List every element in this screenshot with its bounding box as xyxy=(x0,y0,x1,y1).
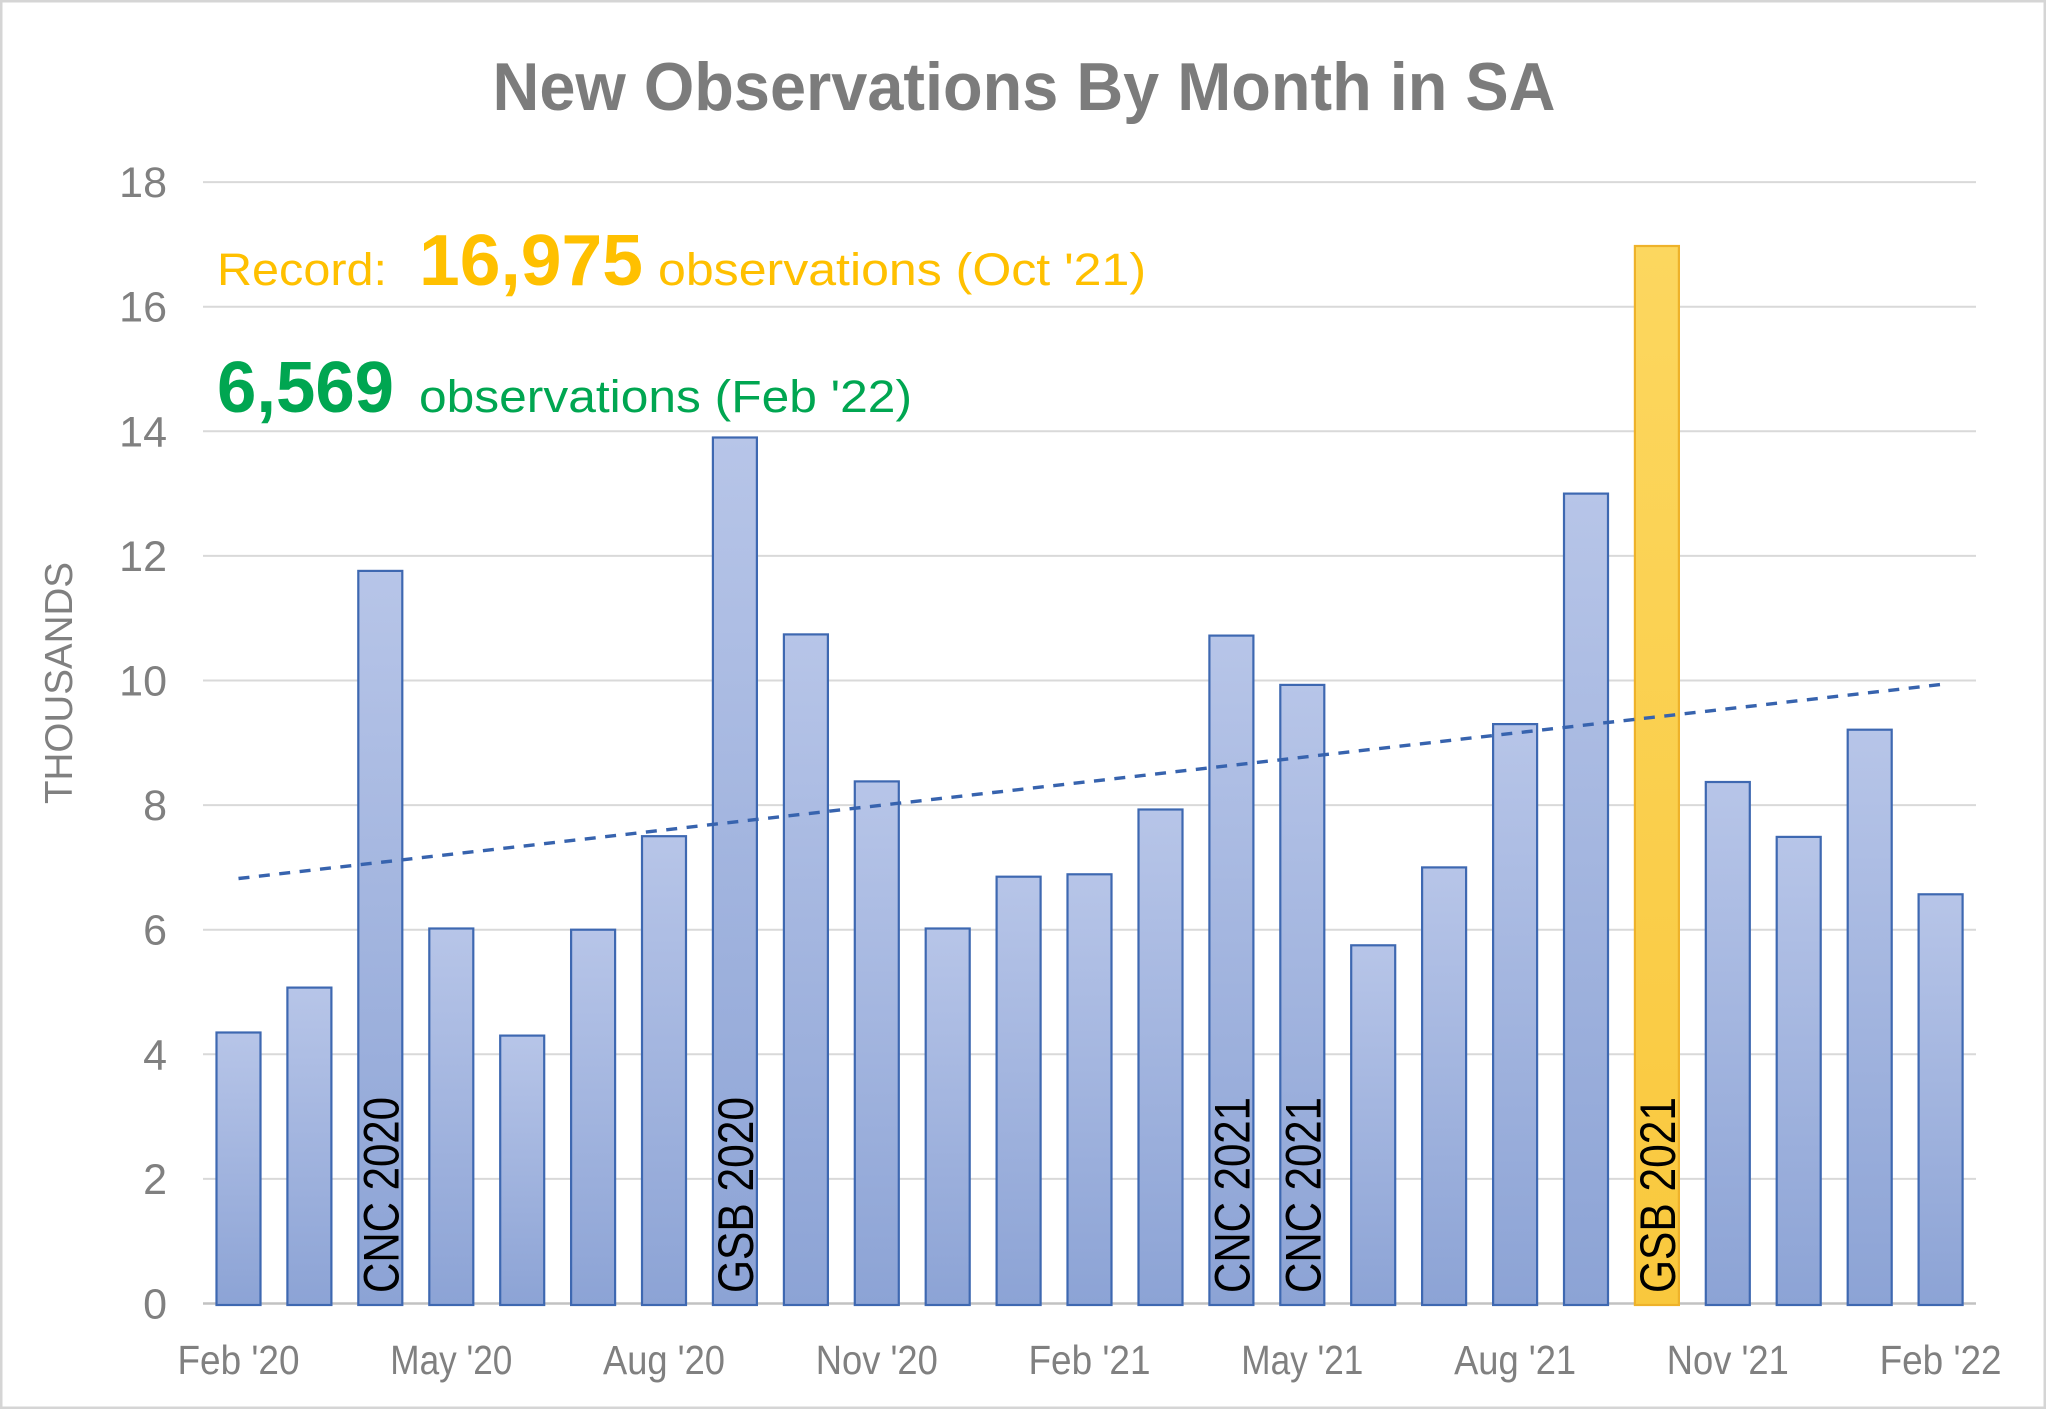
svg-text:14: 14 xyxy=(119,408,167,456)
svg-text:Feb '22: Feb '22 xyxy=(1880,1337,2002,1383)
svg-text:2: 2 xyxy=(143,1156,167,1204)
svg-text:GSB 2021: GSB 2021 xyxy=(1630,1097,1686,1293)
svg-text:0: 0 xyxy=(143,1281,167,1329)
svg-text:18: 18 xyxy=(119,159,167,207)
svg-text:Aug '21: Aug '21 xyxy=(1454,1337,1576,1383)
svg-text:CNC 2021: CNC 2021 xyxy=(1275,1097,1331,1293)
svg-text:Feb '20: Feb '20 xyxy=(178,1337,300,1383)
svg-text:10: 10 xyxy=(119,658,167,706)
svg-text:Aug '20: Aug '20 xyxy=(603,1337,725,1383)
svg-text:Feb '21: Feb '21 xyxy=(1029,1337,1151,1383)
svg-text:CNC 2021: CNC 2021 xyxy=(1204,1097,1260,1293)
svg-text:New Observations By Month in S: New Observations By Month in SA xyxy=(493,49,1556,125)
svg-text:observations (Oct '21): observations (Oct '21) xyxy=(658,244,1146,295)
svg-text:May '21: May '21 xyxy=(1241,1337,1363,1383)
svg-text:GSB 2020: GSB 2020 xyxy=(708,1097,764,1293)
svg-text:12: 12 xyxy=(119,533,167,581)
svg-text:Nov '20: Nov '20 xyxy=(816,1337,938,1383)
svg-text:observations (Feb '22): observations (Feb '22) xyxy=(419,371,912,422)
svg-text:Nov '21: Nov '21 xyxy=(1667,1337,1789,1383)
svg-text:CNC 2020: CNC 2020 xyxy=(353,1097,409,1293)
svg-text:6,569: 6,569 xyxy=(217,348,394,428)
svg-text:16: 16 xyxy=(119,284,167,332)
svg-text:May '20: May '20 xyxy=(390,1337,512,1383)
svg-text:Record:: Record: xyxy=(217,244,387,295)
svg-text:8: 8 xyxy=(143,782,167,830)
svg-text:THOUSANDS: THOUSANDS xyxy=(38,562,81,804)
svg-text:4: 4 xyxy=(143,1031,167,1079)
svg-text:6: 6 xyxy=(143,907,167,955)
svg-text:16,975: 16,975 xyxy=(419,221,643,301)
